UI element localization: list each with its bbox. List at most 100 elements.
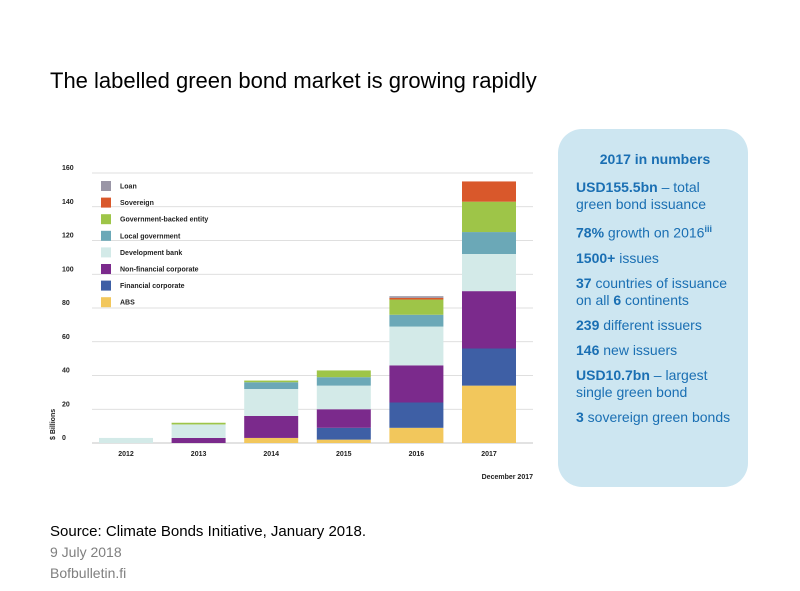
y-tick-label: 100 [62,266,74,273]
y-tick-label: 60 [62,334,70,341]
bar-segment [171,422,226,425]
legend-swatch [101,297,111,308]
legend-item: Development bank [101,247,182,258]
y-tick-labels: 0 20 40 60 80 100 120 140 160 [62,165,74,442]
stats-panel: 2017 in numbers USD155.5bn – total green… [558,129,748,487]
y-tick-label: 40 [62,368,70,375]
legend-item: Government-backed entity [101,214,208,225]
legend-swatch [101,264,111,274]
legend-label: ABS [120,300,135,307]
bar-segment [389,326,444,366]
legend-item: Loan [101,181,137,191]
legend-swatch [101,280,111,291]
stat-item: USD10.7bn – largest single green bond [576,367,734,401]
y-axis-label: $ Billions [50,409,57,440]
legend-item: ABS [101,297,135,308]
legend-label: Loan [120,184,137,191]
stat-highlight: 78% [576,224,605,241]
y-tick-label: 20 [62,401,70,408]
stat-item: USD155.5bn – total green bond issuance [576,179,734,213]
bar-segment [316,439,371,443]
bar-segment [171,424,226,438]
bar-segment [389,297,444,300]
x-tick-label: 2017 [481,451,497,458]
stat-text: new issuers [599,341,678,358]
bar-segment [389,299,444,315]
source-note: Source: Climate Bonds Initiative, Januar… [50,523,367,540]
legend-swatch [101,214,111,225]
stat-highlight: 239 [576,316,600,333]
legend-item: Local government [101,230,181,241]
x-tick-label: 2016 [409,451,425,458]
bars [99,181,516,443]
legend: Loan Sovereign Government-backed entity Loc… [101,181,208,308]
stat-item: 78% growth on 2016iii [576,221,734,242]
legend-label: Financial corporate [120,283,185,290]
bar-segment [462,254,516,292]
bar-segment [316,377,371,386]
y-tick-label: 140 [62,199,74,206]
legend-item: Financial corporate [101,280,185,291]
slide-title: The labelled green bond market is growin… [50,68,537,93]
bar-segment [244,416,299,438]
legend-label: Sovereign [120,200,154,207]
y-tick-label: 120 [62,233,74,240]
bar-segment [316,370,371,378]
bar-segment [244,389,299,416]
stat-highlight: 37 [576,274,592,291]
bar-segment [389,314,444,327]
x-tick-label: 2012 [118,451,134,458]
legend-label: Non-financial corporate [120,267,199,274]
gridlines [92,172,533,444]
bar-segment [244,380,299,383]
footnote-marker: iii [704,224,712,234]
legend-label: Local government [120,233,181,240]
stat-text: different issuers [599,316,702,333]
bar-segment [462,181,516,202]
bar-segment [389,296,444,298]
y-tick-label: 0 [62,435,66,442]
stat-text: continents [621,291,689,308]
site-label: Bofbulletin.fi [50,565,127,581]
stat-highlight: 3 [576,408,584,425]
bar-segment [244,382,299,389]
legend-swatch [101,197,111,208]
legend-swatch [101,247,111,258]
stat-highlight: 1500+ [576,249,616,266]
x-tick-label: 2013 [191,451,207,458]
y-tick-label: 80 [62,300,70,307]
date-label: 9 July 2018 [50,544,122,560]
bar-segment [462,385,516,443]
stat-item: 146 new issuers [576,342,734,359]
chart-note: December 2017 [482,474,533,481]
stat-item: 1500+ issues [576,250,734,267]
legend-item: Sovereign [101,197,154,208]
x-tick-label: 2015 [336,451,352,458]
stat-text: countries of issuance on all [576,274,727,308]
bar-segment [99,437,153,443]
bar-segment [316,427,371,440]
bar-segment [462,291,516,349]
bar-segment [171,437,226,443]
bar-segment [316,409,371,428]
stat-highlight: 6 [613,291,622,308]
stat-text: issues [615,249,659,266]
panel-title: 2017 in numbers [599,151,711,167]
legend-label: Government-backed entity [120,217,208,224]
bar-segment [462,201,516,233]
stat-highlight: USD155.5bn [576,179,658,195]
stats-list: USD155.5bn – total green bond issuance 78… [576,179,734,426]
stat-item: 37 countries of issuance on all 6 contin… [576,275,734,309]
bar-segment [389,427,444,443]
stat-item: 239 different issuers [576,317,734,334]
bar-segment [244,437,299,443]
stat-text: – largest single green bond [576,366,708,400]
legend-item: Non-financial corporate [101,264,199,274]
legend-label: Development bank [120,250,182,257]
legend-swatch [101,181,111,191]
bar-segment [462,232,516,254]
bar-segment [389,365,444,403]
stat-highlight: 146 [576,341,600,358]
legend-swatch [101,230,111,241]
